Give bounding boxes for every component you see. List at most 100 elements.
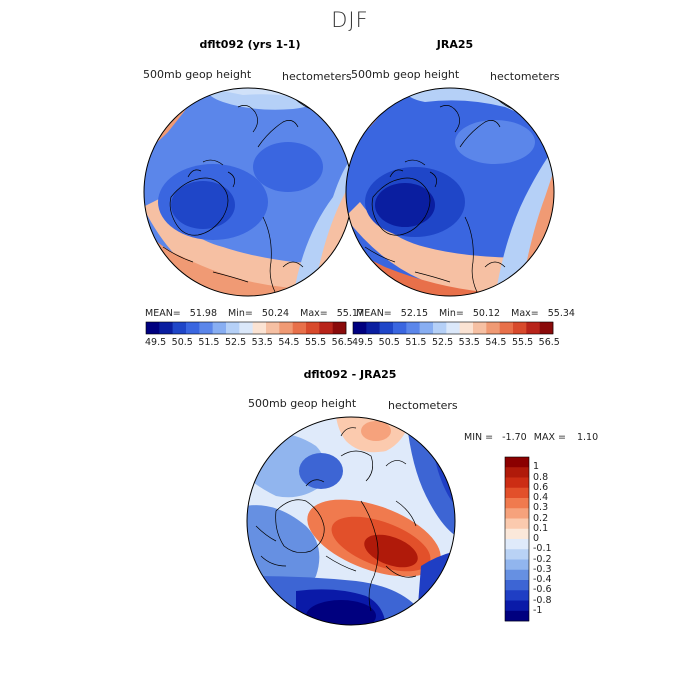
panel1-colorbar-tick: 55.5 (305, 337, 327, 348)
diff-colorbar-tick: -0.2 (533, 553, 552, 565)
panel1-colorbar-swatch (212, 322, 227, 334)
panel1-mean-value: 51.98 (189, 308, 217, 319)
panel2-units-label: hectometers (490, 70, 560, 83)
panel2-colorbar-swatch (366, 322, 380, 334)
diff-colorbar-swatch (505, 498, 529, 509)
diff-colorbar-swatch (505, 559, 529, 571)
panel2-field-blue-n (455, 120, 535, 164)
diff-colorbar-swatch (505, 457, 529, 468)
panel1-colorbar-swatch (252, 322, 267, 334)
panel1-colorbar-swatch (332, 322, 347, 334)
panel1-map (143, 87, 353, 297)
panel1-colorbar-swatch (292, 322, 307, 334)
diff-field-neg-nw-core (299, 453, 343, 489)
diff-colorbar-swatch (505, 600, 529, 612)
diff-coastlines (255, 427, 417, 612)
panel2-max-label: Max= (511, 308, 539, 319)
panel1-colorbar-swatch (159, 322, 173, 334)
panel2-colorbar-swatch (446, 322, 460, 334)
panel2-colorbar-tick: 49.5 (352, 337, 374, 348)
diff-colorbar-swatch (505, 610, 529, 622)
panel2-colorbar-tick: 52.5 (432, 337, 454, 348)
panel1-field-blue-ne (253, 142, 323, 192)
panel2-map (345, 87, 555, 297)
panel1-colorbar-swatch (199, 322, 213, 334)
diff-max-value: 1.10 (576, 432, 599, 443)
panel1-min-value: 50.24 (261, 308, 290, 319)
diff-colorbar-tick: -0.8 (533, 594, 552, 606)
diff-field-pos-top-core (361, 421, 391, 441)
panel1-colorbar-swatch (266, 322, 280, 334)
panel2-mean-value: 52.15 (400, 308, 428, 319)
diff-colorbar (504, 456, 530, 622)
panel1-max-label: Max= (300, 308, 328, 319)
panel1-colorbar-tick: 53.5 (251, 337, 273, 348)
panel1-max-value: 55.17 (336, 308, 364, 319)
diff-field-neg-south-deep (306, 600, 376, 625)
season-title: DJF (331, 8, 369, 32)
panel1-mean-label: MEAN= (145, 308, 181, 319)
panel1-title: dflt092 (yrs 1-1) (199, 38, 301, 51)
panel2-field-core-deep (375, 183, 435, 227)
panel2-min-label: Min= (439, 308, 464, 319)
panel2-colorbar-swatch (433, 322, 447, 334)
diff-colorbar-swatch (505, 518, 529, 530)
panel2-colorbar-swatch (393, 322, 407, 334)
panel2-colorbar-swatch (379, 322, 394, 334)
panel2-colorbar-tick: 50.5 (378, 337, 400, 348)
diff-map (246, 416, 456, 626)
panel1-colorbar-tick: 56.5 (331, 337, 353, 348)
panel1-colorbar-swatch (319, 322, 333, 334)
panel1-colorbar-tick: 52.5 (225, 337, 247, 348)
diff-colorbar-tick: -0.4 (533, 574, 552, 585)
diff-colorbar-tick: 0 (533, 533, 540, 544)
panel1-field-core-deep (171, 181, 235, 229)
panel2-colorbar-tick: 54.5 (485, 337, 507, 348)
diff-colorbar-tick: 0.3 (533, 502, 549, 514)
diff-colorbar-swatch (505, 528, 529, 540)
panel2-colorbar-swatch (499, 322, 514, 334)
diff-colorbar-tick: -1 (533, 604, 543, 616)
panel2-colorbar-swatch (406, 322, 420, 334)
diff-colorbar-swatch (505, 549, 529, 560)
diff-map-border (246, 416, 456, 626)
diff-colorbar-tick: -0.3 (533, 563, 552, 575)
panel1-colorbar-swatch (279, 322, 293, 334)
diff-panel-title: dflt092 - JRA25 (303, 368, 397, 381)
panel1-min-label: Min= (228, 308, 253, 319)
panel2-map-border (345, 87, 555, 297)
panel1-colorbar-swatch (226, 322, 240, 334)
panel2-colorbar-swatch (353, 322, 367, 334)
diff-min-label: MIN = (464, 432, 494, 443)
panel2-colorbar-tick: 51.5 (405, 337, 427, 348)
panel2-min-value: 50.12 (472, 308, 501, 319)
panel1-colorbar-swatch (172, 322, 187, 334)
panel1-colorbar-swatch (146, 322, 160, 334)
panel1-colorbar-swatch (239, 322, 253, 334)
diff-colorbar-swatch (505, 508, 529, 519)
panel2-colorbar-tick: 56.5 (538, 337, 560, 348)
panel2-mean-label: MEAN= (356, 308, 392, 319)
panel2-colorbar-swatch (526, 322, 540, 334)
diff-units-label: hectometers (388, 399, 458, 412)
diff-colorbar-tick: 0.8 (533, 471, 549, 483)
panel2-max-value: 55.34 (547, 308, 575, 319)
diff-colorbar-swatch (505, 539, 529, 550)
diff-colorbar-tick: -0.1 (533, 543, 552, 555)
panel1-stats: MEAN= 51.98 Min= 50.24 Max= 55.17 (145, 308, 364, 319)
panel1-colorbar (145, 321, 347, 335)
panel2-colorbar-swatch (419, 322, 434, 334)
diff-min-value: -1.70 (502, 432, 527, 443)
diff-variable-label: 500mb geop height (248, 397, 357, 410)
panel2-variable-label: 500mb geop height (351, 68, 460, 81)
panel1-variable-label: 500mb geop height (143, 68, 252, 81)
panel2-colorbar-frame (352, 321, 554, 335)
diff-colorbar-tick: -0.6 (533, 584, 552, 596)
panel2-colorbar-swatch (473, 322, 487, 334)
diff-colorbar-tick: 1 (533, 461, 540, 473)
diff-colorbar-frame (504, 456, 530, 622)
diff-minmax: MIN = -1.70 MAX = 1.10 (464, 432, 598, 443)
diff-max-label: MAX = (533, 432, 566, 443)
panel1-colorbar-tick: 51.5 (198, 337, 220, 348)
panel1-colorbar-swatch (186, 322, 200, 334)
